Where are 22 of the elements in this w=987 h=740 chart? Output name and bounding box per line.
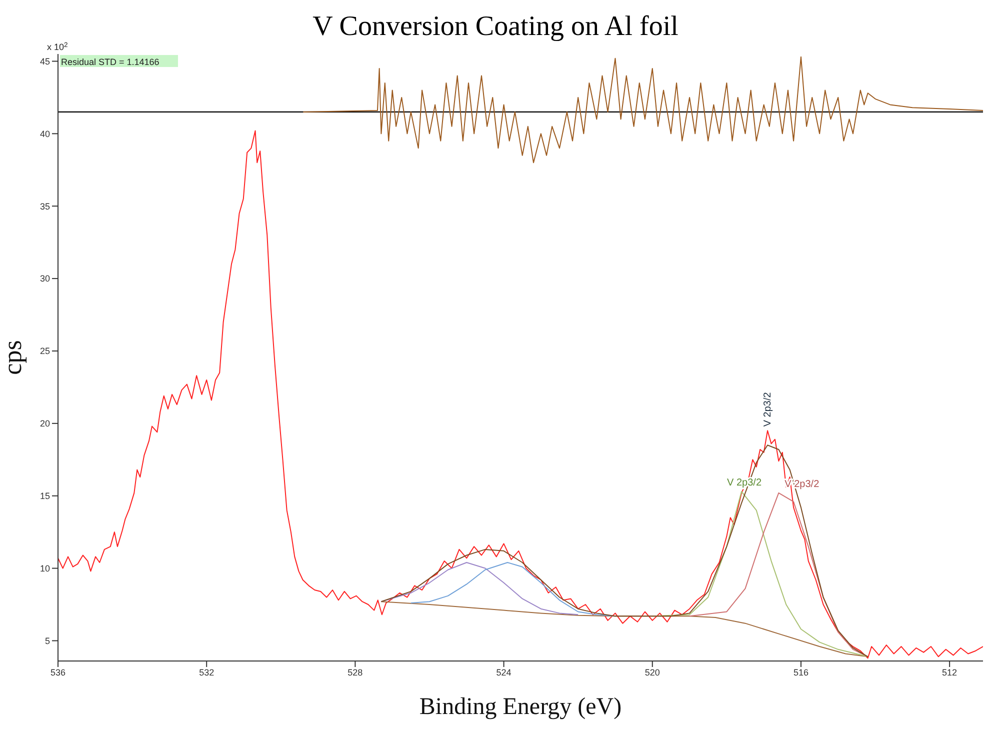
x-tick-label: 532	[199, 667, 214, 678]
y-tick-label: 25	[40, 346, 50, 356]
y-tick-label: 40	[40, 128, 50, 139]
y-tick-label: 10	[40, 563, 50, 574]
x-tick-label: 520	[644, 667, 660, 678]
x-axis-title: Binding Energy (eV)	[419, 694, 622, 720]
y-tick-label: 30	[40, 274, 50, 284]
y-tick-label: 35	[40, 201, 50, 212]
x-tick-label: 524	[496, 667, 512, 678]
y-tick-label: 5	[44, 636, 50, 646]
y-tick-label: 20	[40, 418, 50, 429]
chart-title: V Conversion Coating on Al foil	[312, 11, 678, 42]
annotation: Residual STD = 1.14166	[61, 57, 160, 67]
x-tick-label: 512	[942, 667, 958, 678]
text: x 10$^{2}$	[47, 42, 68, 52]
x-tick-label: 528	[348, 667, 363, 678]
y-tick-label: 45	[40, 56, 50, 66]
y-tick-label: 15	[40, 491, 50, 502]
annotation: V 2p3/2	[762, 392, 774, 427]
y-axis-title: cps	[0, 340, 28, 375]
x-tick-label: 516	[793, 667, 808, 678]
x-tick-label: 536	[50, 667, 66, 678]
